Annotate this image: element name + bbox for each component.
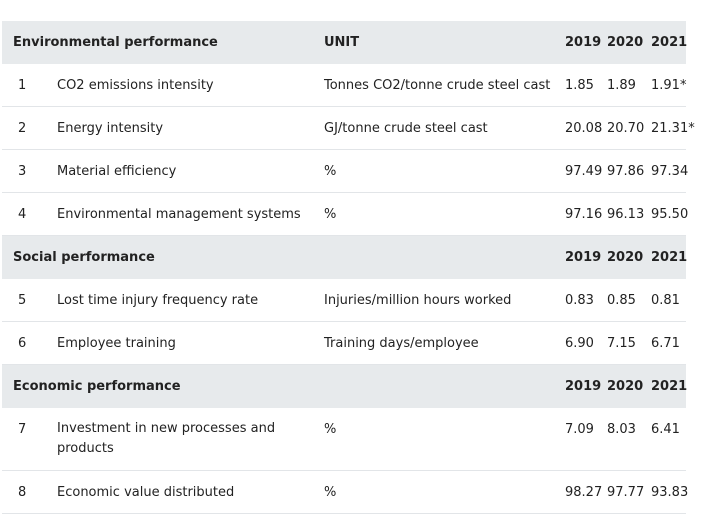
value-2021: 0.81 (651, 293, 680, 308)
value-2021: 1.91* (651, 78, 687, 93)
indicator-name: Economic value distributed (57, 485, 235, 500)
value-2019: 1.85 (565, 78, 594, 93)
year-header-2021: 2021 (651, 379, 688, 394)
year-header-2019: 2019 (565, 35, 602, 50)
value-2020: 20.70 (607, 121, 645, 136)
indicator-name: Investment in new processes and products (57, 421, 276, 456)
value-2019: 20.08 (565, 121, 603, 136)
indicator-unit: % (324, 485, 337, 500)
indicator-name: Material efficiency (57, 164, 177, 179)
value-2019: 6.90 (565, 336, 594, 351)
row-number: 1 (18, 78, 27, 93)
value-2019: 0.83 (565, 293, 594, 308)
indicator-name: Energy intensity (57, 121, 164, 136)
year-header-2020: 2020 (607, 250, 644, 265)
row-number: 5 (18, 293, 27, 308)
section-header-economic: Economic performance 2019 2020 2021 (2, 365, 688, 408)
value-2020: 97.77 (607, 485, 645, 500)
value-2019: 97.16 (565, 207, 603, 222)
year-header-2019: 2019 (565, 250, 602, 265)
unit-column-header: UNIT (324, 35, 360, 50)
table-row: 1 CO2 emissions intensity Tonnes CO2/ton… (2, 64, 686, 107)
value-2019: 97.49 (565, 164, 603, 179)
year-header-2021: 2021 (651, 35, 688, 50)
indicator-unit: GJ/tonne crude steel cast (324, 121, 488, 136)
performance-table: Environmental performance UNIT 2019 2020… (2, 21, 695, 514)
table-row: 6 Employee training Training days/employ… (2, 322, 686, 365)
value-2020: 7.15 (607, 336, 636, 351)
row-number: 7 (18, 422, 27, 437)
indicator-unit: % (324, 164, 337, 179)
value-2021: 6.41 (651, 422, 680, 437)
row-number: 8 (18, 485, 27, 500)
value-2019: 98.27 (565, 485, 603, 500)
row-number: 3 (18, 164, 27, 179)
year-header-2020: 2020 (607, 35, 644, 50)
section-title: Environmental performance (13, 35, 218, 50)
year-header-2019: 2019 (565, 379, 602, 394)
indicator-name: CO2 emissions intensity (57, 78, 214, 93)
value-2019: 7.09 (565, 422, 594, 437)
table-row: 5 Lost time injury frequency rate Injuri… (2, 279, 686, 322)
value-2020: 1.89 (607, 78, 636, 93)
indicator-name: Environmental management systems (57, 207, 301, 222)
indicator-name: Lost time injury frequency rate (57, 293, 259, 308)
value-2021: 97.34 (651, 164, 689, 179)
indicator-unit: % (324, 207, 337, 222)
table-row: 4 Environmental management systems % 97.… (2, 193, 689, 236)
row-number: 4 (18, 207, 27, 222)
value-2020: 97.86 (607, 164, 645, 179)
value-2021: 21.31* (651, 121, 695, 136)
row-number: 6 (18, 336, 27, 351)
indicator-name: Employee training (57, 336, 176, 351)
value-2021: 95.50 (651, 207, 689, 222)
table-row: 7 Investment in new processes and produc… (2, 408, 686, 471)
value-2021: 93.83 (651, 485, 689, 500)
table-row: 3 Material efficiency % 97.49 97.86 97.3… (2, 150, 689, 193)
value-2020: 0.85 (607, 293, 636, 308)
section-title: Economic performance (13, 379, 181, 394)
table-row: 8 Economic value distributed % 98.27 97.… (2, 471, 689, 514)
section-header-environmental: Environmental performance UNIT 2019 2020… (2, 21, 688, 64)
value-2020: 8.03 (607, 422, 636, 437)
table-row: 2 Energy intensity GJ/tonne crude steel … (2, 107, 695, 150)
section-header-social: Social performance 2019 2020 2021 (2, 236, 688, 279)
section-title: Social performance (13, 250, 155, 265)
indicator-unit: Tonnes CO2/tonne crude steel cast (324, 78, 551, 93)
year-header-2020: 2020 (607, 379, 644, 394)
year-header-2021: 2021 (651, 250, 688, 265)
indicator-unit: Injuries/million hours worked (324, 293, 512, 308)
value-2021: 6.71 (651, 336, 680, 351)
indicator-unit: Training days/employee (324, 336, 479, 351)
indicator-unit: % (324, 422, 337, 437)
row-number: 2 (18, 121, 27, 136)
value-2020: 96.13 (607, 207, 645, 222)
